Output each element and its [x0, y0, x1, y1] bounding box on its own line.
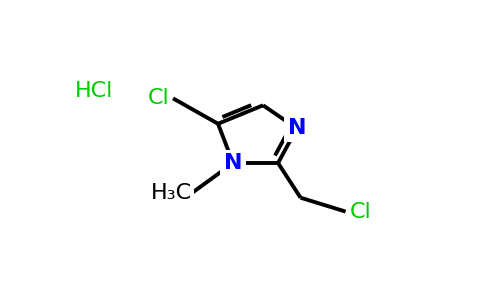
Text: Cl: Cl — [349, 202, 371, 222]
Text: Cl: Cl — [148, 88, 169, 108]
Text: HCl: HCl — [75, 81, 113, 101]
Text: H₃C: H₃C — [151, 183, 192, 203]
Text: N: N — [224, 153, 242, 173]
Text: N: N — [287, 118, 306, 138]
